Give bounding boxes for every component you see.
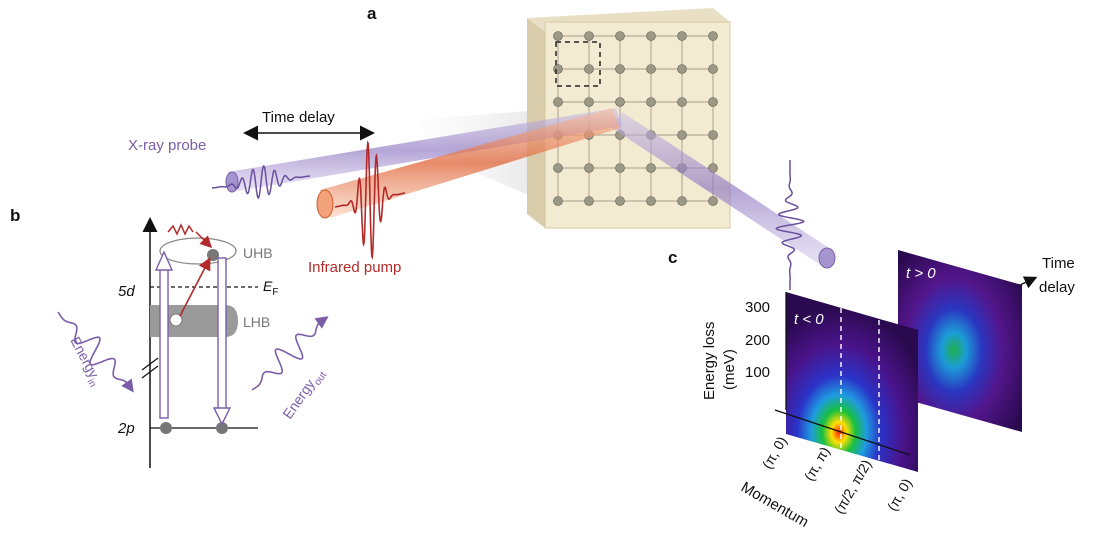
lattice-atom [708,196,718,206]
energy-in-sub: in [85,377,98,389]
x-tick-pi-pi: (π, π) [801,444,833,484]
panel-b: b UHB EF LHB 5d 2p [10,206,329,468]
y-tick-300: 300 [745,299,770,316]
pump-arrow [195,231,213,249]
lattice-atom [615,196,625,206]
lattice-atom [708,64,718,74]
lattice-atom [584,196,594,206]
momentum-axis [774,409,911,456]
scattered-wave-packet [775,160,805,290]
lattice-atom [553,97,563,107]
panel-a: a Time delay [128,4,836,290]
absorption-arrow [154,250,174,419]
lattice-atom [553,31,563,41]
x-axis-label: Momentum [738,479,811,531]
time-delay-axis-label-2: delay [1039,279,1075,296]
panel-c-label: c [668,248,677,267]
lattice-atom [646,163,656,173]
lattice-atom [646,31,656,41]
core-electron-2 [216,422,228,434]
y-tick-200: 200 [745,332,770,349]
lattice-atom [708,97,718,107]
axis-break [141,365,159,379]
y-axis-label-1: Energy loss [701,322,718,400]
excitation-arrow [179,257,211,317]
fermi-label: EF [263,278,278,298]
time-delay-axis-label-1: Time [1042,255,1075,272]
lattice-atom [553,196,563,206]
fermi-sub: F [272,287,278,298]
xray-wave-packet [212,164,310,200]
lhb-band [150,305,238,337]
xray-probe-label: X-ray probe [128,137,206,154]
axis-break [141,357,159,371]
lhb-hole [169,313,183,327]
lattice-atom [553,64,563,74]
infrared-pump-beam [316,108,620,219]
uhb-label: UHB [243,245,273,261]
lhb-label: LHB [243,314,270,330]
incoming-photon [57,311,134,393]
level-2p: 2p [117,420,135,437]
lattice-atom [708,130,718,140]
uhb-electron [207,249,219,261]
panel-a-label: a [367,4,377,23]
x-tick-pi-0: (π, 0) [759,434,790,472]
lattice-atom [646,196,656,206]
x-tick-half-pi: (π/2, π/2) [831,457,875,517]
lattice-atom [615,31,625,41]
lattice-atom [615,97,625,107]
lattice-atom [615,64,625,74]
lattice-atom [677,64,687,74]
lattice-atom [584,163,594,173]
rixs-map-before: t < 0 [786,292,918,472]
outgoing-photon [251,316,329,391]
lattice-atom [553,163,563,173]
pump-squiggle [167,223,194,236]
lattice-atom [615,163,625,173]
lattice-atom [677,97,687,107]
level-5d: 5d [118,283,135,300]
lattice-atom [677,196,687,206]
lattice-atom [584,64,594,74]
pump-wave-packet [334,140,406,260]
time-delay-label: Time delay [262,109,335,126]
lattice-atom [584,97,594,107]
y-axis-label-2: (meV) [721,349,738,390]
lattice-atom [646,97,656,107]
map-after-label: t > 0 [906,265,936,282]
rixs-map-after: t > 0 [898,250,1022,432]
energy-out-label: Energyout [279,365,329,424]
emission-arrow [212,257,232,426]
energy-in-text: Energy [67,334,102,381]
core-electron-1 [160,422,172,434]
x-tick-pi-0-b: (π, 0) [884,476,915,514]
lattice-atom [708,31,718,41]
lattice-atom [646,64,656,74]
lattice-atom [584,31,594,41]
energy-out-text: Energy [279,376,318,422]
map-before-label: t < 0 [794,311,824,328]
panel-c: c Time delay t > 0 t < 0 300 200 100 Ene… [668,248,1075,531]
fermi-e: E [263,278,273,294]
infrared-pump-label: Infrared pump [308,259,401,276]
y-tick-100: 100 [745,364,770,381]
panel-b-label: b [10,206,20,225]
unit-cell-outline [555,41,601,87]
lattice-atom [677,31,687,41]
lattice-atom [677,130,687,140]
crystal-sample [527,8,731,229]
